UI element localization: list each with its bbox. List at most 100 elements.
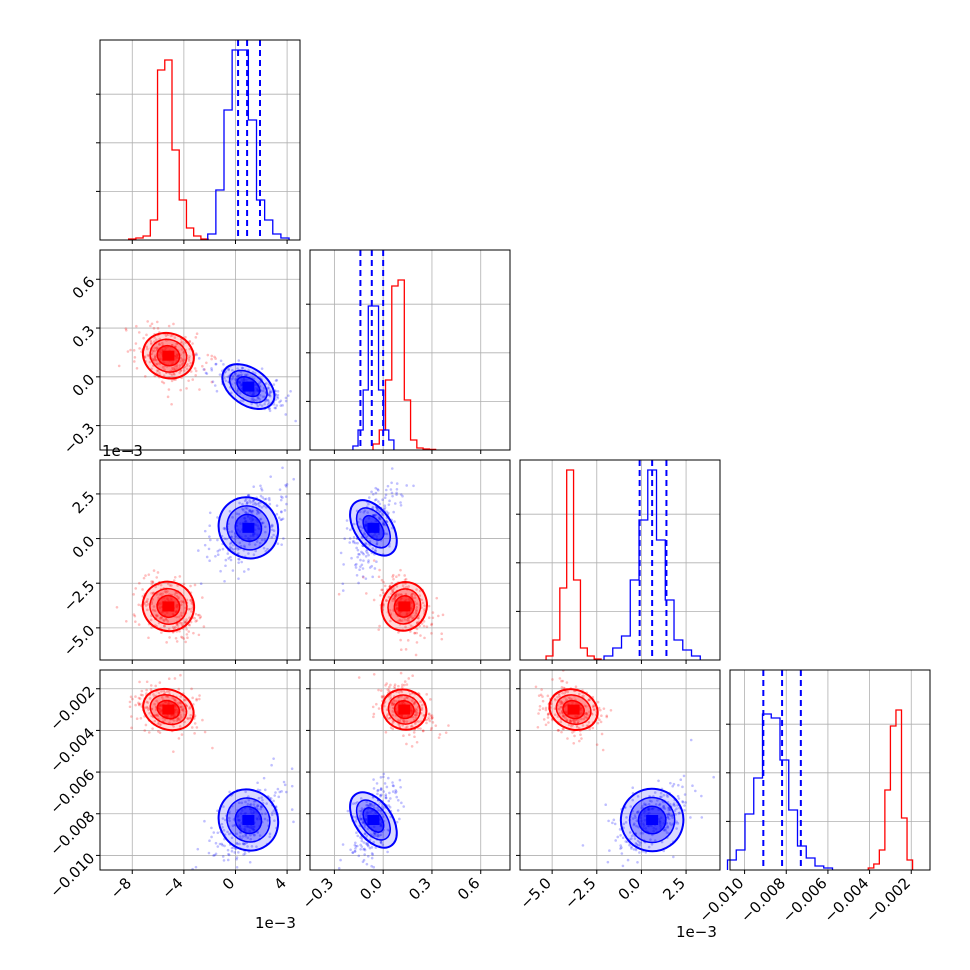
sample-point (195, 353, 198, 357)
sample-point (210, 380, 214, 384)
sample-point (546, 716, 550, 719)
sample-point (132, 593, 135, 596)
sample-point (186, 362, 189, 366)
sample-point (363, 825, 366, 829)
sample-point (241, 842, 245, 846)
sample-point (272, 533, 275, 537)
sample-point (259, 805, 263, 808)
sample-point (592, 708, 596, 711)
sample-point (180, 624, 184, 627)
sample-point (188, 623, 191, 627)
sample-point (605, 714, 609, 718)
sample-point (174, 345, 177, 348)
sample-point (341, 843, 345, 846)
sample-point (352, 802, 355, 805)
panel-grid (100, 250, 300, 450)
sample-point (597, 706, 601, 710)
sample-point (366, 854, 370, 858)
sample-point (198, 697, 201, 701)
scatter-layer (534, 670, 715, 868)
sample-point (226, 552, 230, 555)
sample-point (354, 820, 358, 823)
sample-point (409, 630, 412, 633)
sample-point (356, 548, 360, 552)
sample-point (398, 778, 402, 782)
sample-point (177, 615, 181, 619)
sample-point (267, 387, 270, 390)
sample-point (392, 510, 395, 514)
sample-point (638, 851, 641, 854)
sample-point (230, 849, 234, 853)
sample-point (256, 804, 260, 808)
sample-point (182, 601, 186, 604)
sample-point (246, 803, 250, 806)
sample-point (162, 689, 166, 693)
sample-point (230, 377, 233, 381)
sample-point (368, 838, 372, 842)
sample-point (398, 725, 402, 729)
sample-point (546, 694, 550, 698)
sample-point (221, 817, 225, 820)
sample-point (227, 852, 230, 856)
sample-point (184, 698, 187, 702)
sample-point (214, 841, 218, 845)
sample-point (356, 541, 359, 545)
sample-point (189, 598, 192, 602)
sample-point (182, 637, 186, 640)
sample-point (248, 509, 251, 513)
sample-point (270, 813, 274, 817)
sample-point (270, 525, 273, 528)
sample-point (152, 591, 155, 595)
panel-frame (309, 249, 511, 451)
sample-point (133, 356, 137, 359)
sample-point (203, 543, 207, 547)
sample-point (619, 847, 622, 850)
sample-point (227, 816, 231, 820)
sample-point (391, 710, 395, 713)
sample-point (684, 801, 687, 804)
sample-point (259, 807, 262, 811)
sample-point (411, 715, 415, 719)
sample-point (354, 802, 357, 805)
sample-point (187, 356, 191, 360)
y-tick-label: −0.002 (46, 682, 98, 734)
sample-point (636, 795, 640, 798)
sample-point (557, 693, 561, 697)
sample-point (263, 817, 267, 821)
sample-point (280, 790, 283, 793)
sample-point (151, 358, 155, 362)
sample-point (254, 503, 258, 506)
sample-point (185, 618, 188, 621)
sample-point (354, 841, 357, 845)
sample-point (422, 714, 425, 717)
sample-point (197, 549, 200, 552)
sample-point (229, 542, 232, 546)
sample-point (158, 616, 162, 620)
sample-point (248, 543, 251, 546)
sample-point (183, 365, 187, 369)
sample-point (255, 845, 258, 848)
sample-point (365, 550, 368, 553)
sample-point (390, 703, 394, 706)
sample-point (284, 413, 288, 416)
sample-point (250, 509, 254, 513)
sample-point (227, 368, 230, 372)
sample-point (255, 512, 259, 515)
sample-point (629, 805, 633, 808)
sample-point (546, 713, 550, 717)
sample-point (560, 700, 563, 704)
sample-point (396, 719, 400, 722)
sample-point (193, 617, 197, 620)
sample-point (252, 803, 256, 806)
sample-point (145, 688, 148, 692)
sample-point (634, 848, 638, 852)
sample-point (301, 471, 304, 474)
sample-point (566, 737, 569, 740)
sample-point (194, 620, 198, 623)
sample-point (405, 683, 409, 686)
sample-point (244, 510, 248, 514)
sample-point (185, 620, 188, 623)
sample-point (569, 720, 572, 723)
sample-point (145, 600, 149, 603)
density-peak (242, 522, 255, 533)
